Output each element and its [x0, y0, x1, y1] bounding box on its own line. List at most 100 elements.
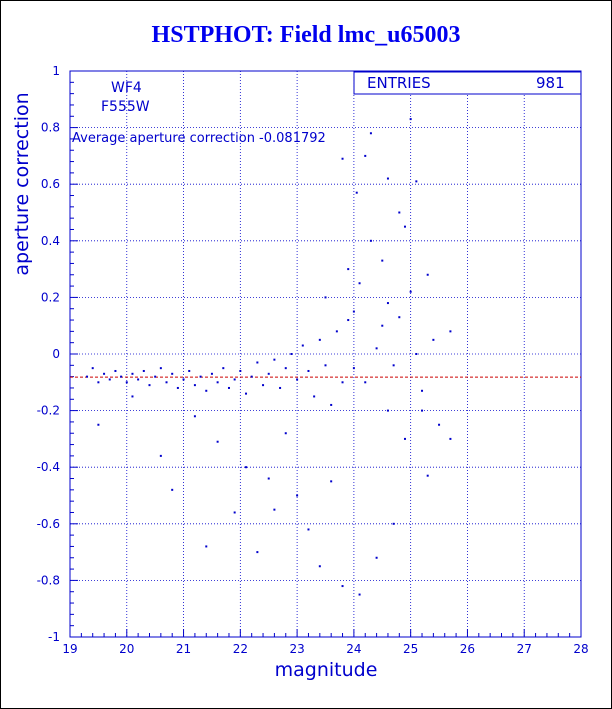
data-point — [364, 381, 367, 384]
data-point — [216, 440, 219, 443]
data-point — [341, 157, 344, 160]
data-points — [86, 118, 452, 596]
data-point — [392, 522, 395, 525]
data-point — [159, 454, 162, 457]
data-point — [403, 225, 406, 228]
data-point — [375, 347, 378, 350]
data-point — [250, 375, 253, 378]
data-point — [307, 528, 310, 531]
data-point — [256, 551, 259, 554]
data-point — [313, 395, 316, 398]
data-point — [256, 361, 259, 364]
data-point — [409, 118, 412, 121]
y-tick-label: -0.6 — [37, 517, 60, 531]
data-point — [279, 386, 282, 389]
data-point — [131, 372, 134, 375]
data-point — [421, 389, 424, 392]
data-point — [262, 384, 265, 387]
data-point — [188, 369, 191, 372]
data-point — [233, 511, 236, 514]
data-point — [438, 423, 441, 426]
data-point — [386, 409, 389, 412]
data-point — [227, 386, 230, 389]
tick-labels: 19 20 21 22 23 24 25 26 27 28 -1 -0.8 -0.6 -0.4 -0.2 0 0… — [37, 64, 589, 656]
data-point — [426, 273, 429, 276]
data-point — [205, 545, 208, 548]
data-point — [239, 369, 242, 372]
data-point — [193, 415, 196, 418]
data-point — [131, 395, 134, 398]
data-point — [341, 585, 344, 588]
x-tick-label: 27 — [517, 642, 532, 656]
data-point — [154, 375, 157, 378]
data-point — [352, 310, 355, 313]
data-point — [159, 367, 162, 370]
data-point — [347, 268, 350, 271]
data-point — [165, 381, 168, 384]
y-tick-label: 0.8 — [41, 121, 60, 135]
data-point — [273, 508, 276, 511]
data-point — [114, 369, 117, 372]
data-point — [355, 191, 358, 194]
data-point — [91, 367, 94, 370]
data-point — [392, 364, 395, 367]
data-point — [210, 372, 213, 375]
data-point — [296, 378, 299, 381]
data-point — [97, 381, 100, 384]
data-point — [171, 488, 174, 491]
x-tick-label: 25 — [403, 642, 418, 656]
data-point — [318, 565, 321, 568]
data-point — [216, 381, 219, 384]
data-point — [284, 432, 287, 435]
data-point — [267, 477, 270, 480]
x-tick-label: 19 — [62, 642, 77, 656]
x-tick-label: 28 — [573, 642, 588, 656]
data-point — [330, 480, 333, 483]
x-tick-label: 26 — [460, 642, 475, 656]
data-point — [398, 316, 401, 319]
filter-label: F555W — [101, 99, 150, 115]
data-point — [245, 466, 248, 469]
data-point — [352, 367, 355, 370]
data-point — [415, 180, 418, 183]
data-point — [125, 381, 128, 384]
data-point — [381, 259, 384, 262]
data-point — [449, 437, 452, 440]
y-tick-label: 1 — [52, 64, 60, 78]
data-point — [403, 437, 406, 440]
data-point — [290, 353, 293, 355]
average-annotation: Average aperture correction -0.081792 — [72, 131, 326, 146]
data-point — [120, 375, 123, 378]
data-point — [108, 378, 111, 381]
x-tick-label: 20 — [119, 642, 134, 656]
axes — [69, 70, 582, 638]
y-tick-label: 0.6 — [41, 177, 60, 191]
data-point — [369, 239, 372, 242]
y-tick-label: -1 — [48, 630, 60, 644]
x-tick-label: 21 — [176, 642, 191, 656]
data-point — [335, 330, 338, 333]
data-point — [273, 358, 276, 361]
data-point — [375, 556, 378, 559]
y-tick-label: -0.4 — [37, 460, 60, 474]
data-point — [307, 369, 310, 372]
y-tick-label: 0.4 — [41, 234, 60, 248]
data-point — [86, 375, 89, 378]
data-point — [330, 403, 333, 406]
data-point — [324, 296, 327, 299]
data-point — [171, 372, 174, 375]
data-point — [449, 330, 452, 333]
data-point — [426, 474, 429, 477]
y-tick-label: -0.8 — [37, 573, 60, 587]
x-tick-label: 24 — [346, 642, 361, 656]
x-tick-label: 22 — [233, 642, 248, 656]
data-point — [142, 369, 145, 372]
x-axis-label: magnitude — [275, 659, 378, 681]
data-point — [103, 372, 106, 375]
data-point — [398, 211, 401, 214]
data-point — [415, 353, 418, 355]
data-point — [267, 372, 270, 375]
data-point — [233, 378, 236, 381]
data-point — [205, 389, 208, 392]
